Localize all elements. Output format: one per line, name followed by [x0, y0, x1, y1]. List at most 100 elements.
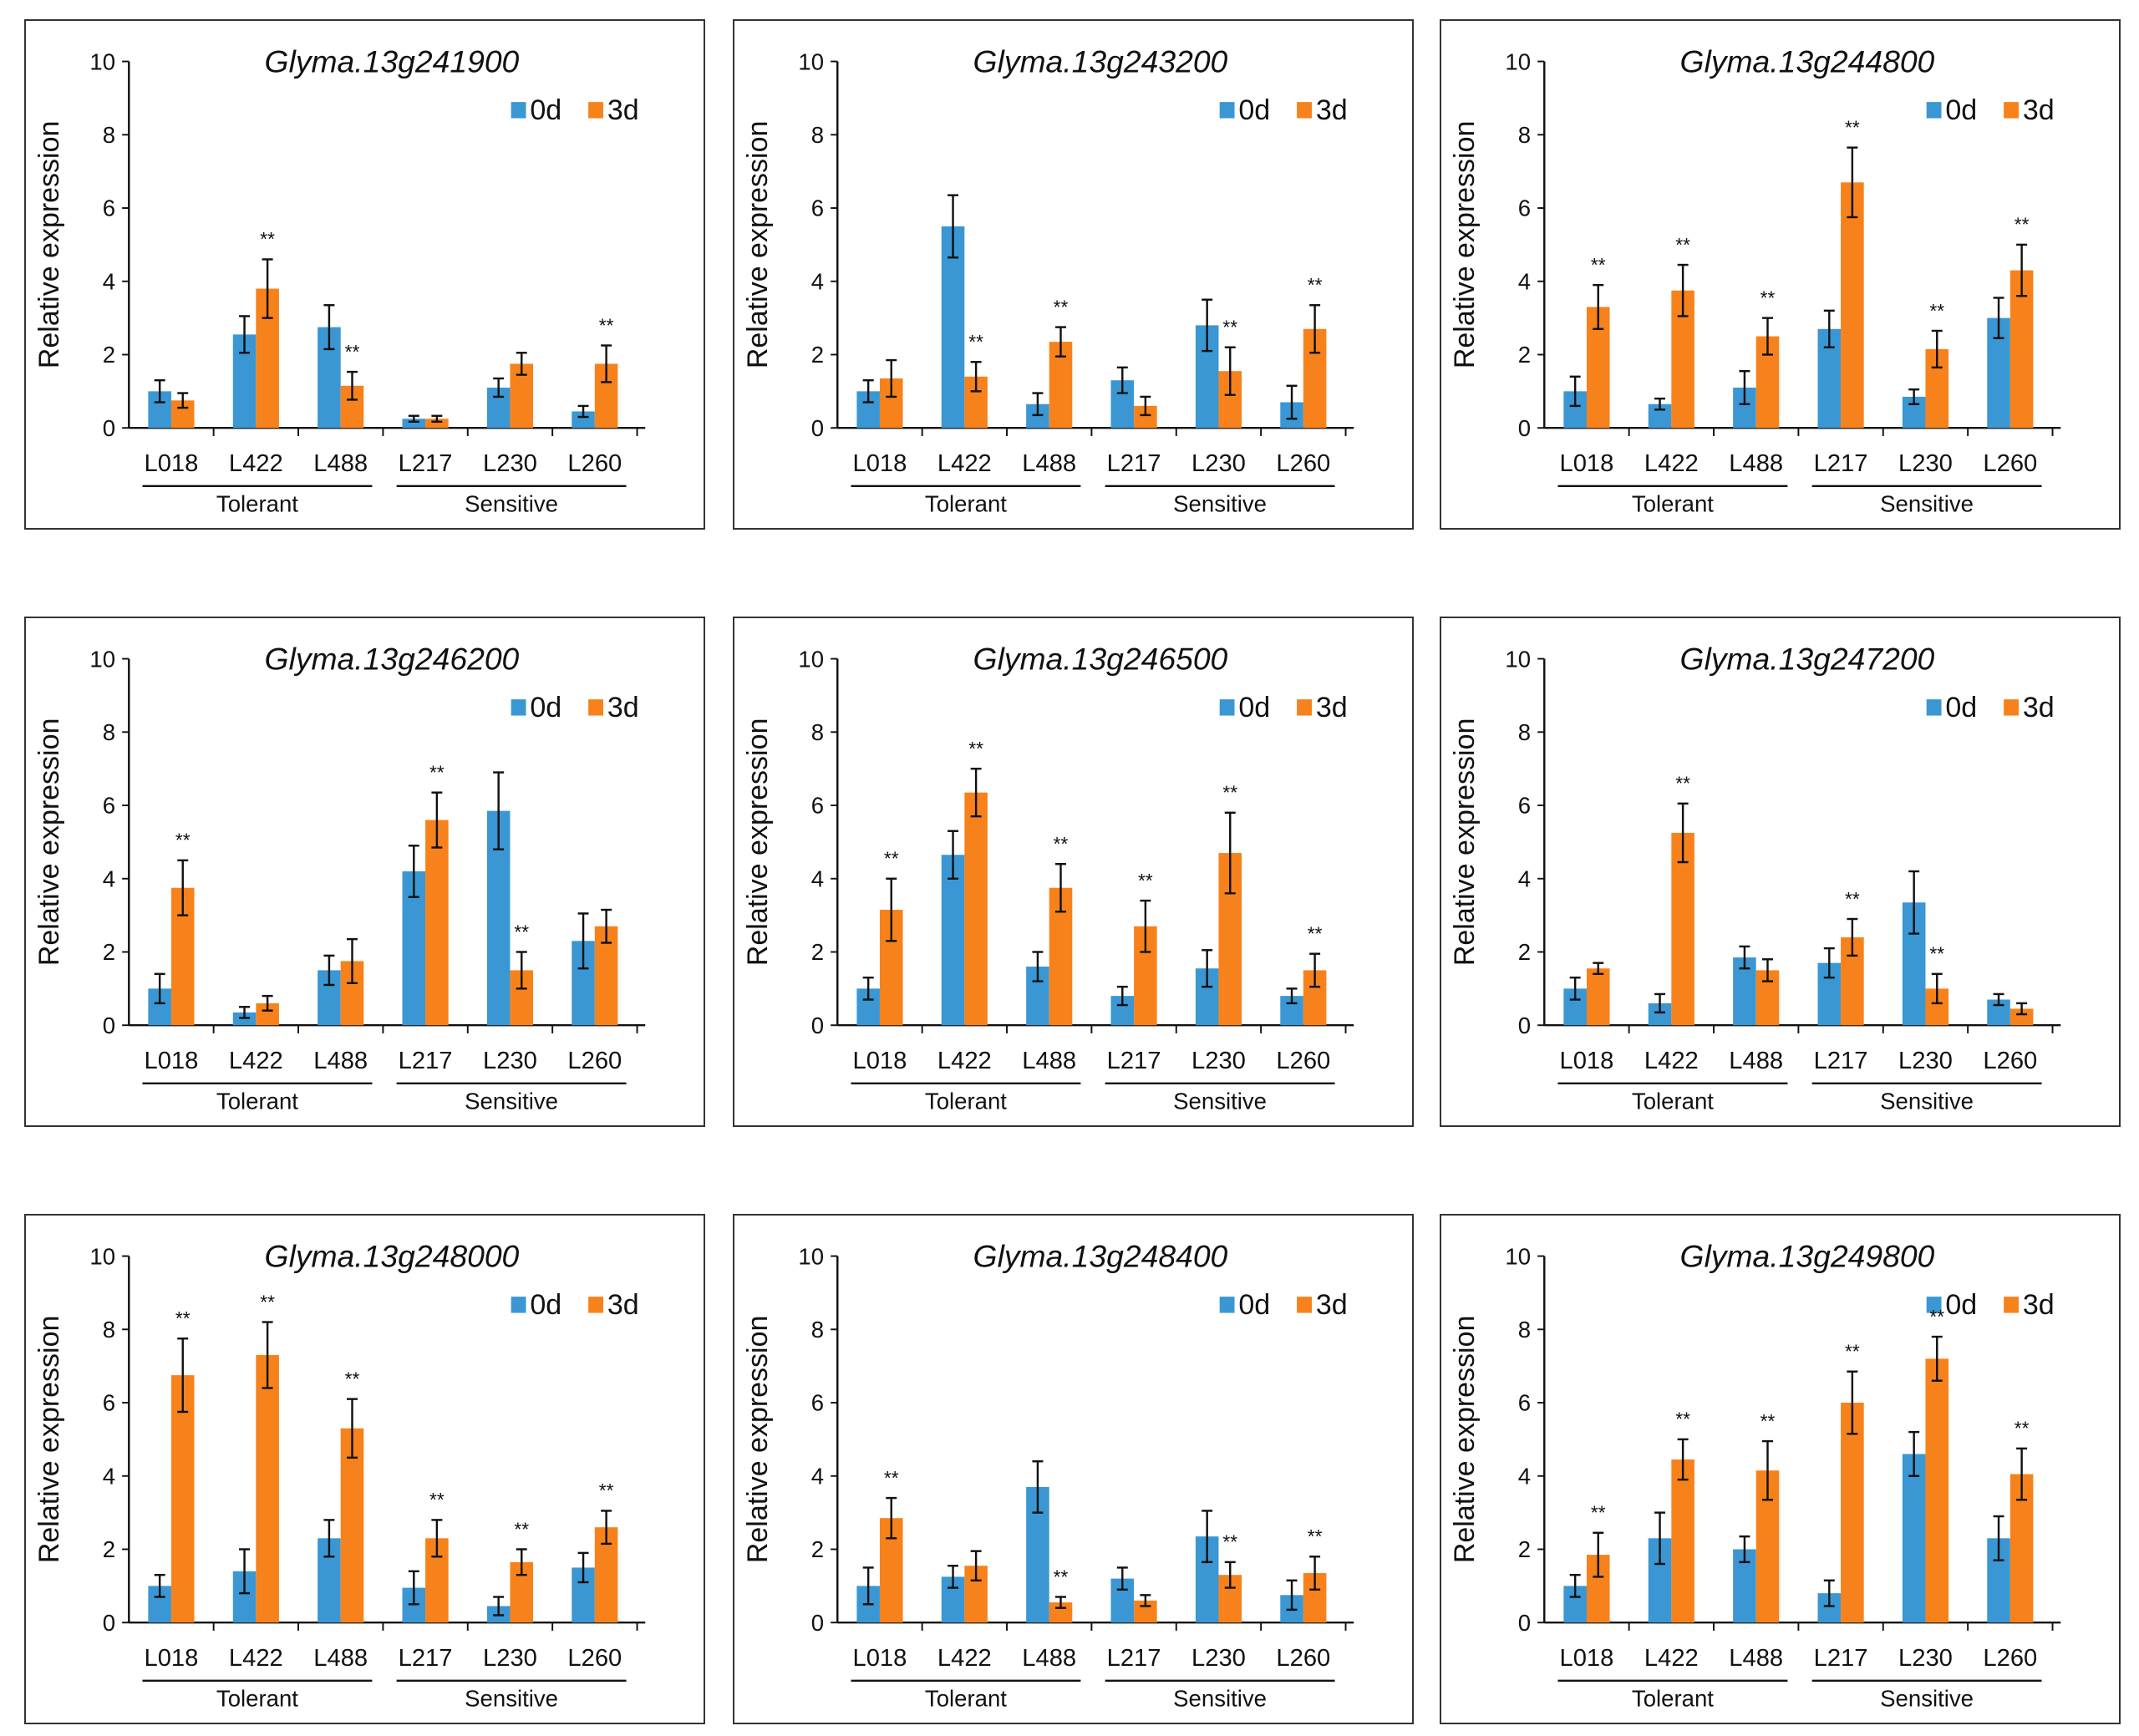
group-label: Tolerant [925, 1686, 1007, 1712]
category-label: L230 [1191, 1048, 1246, 1074]
category-label: L217 [1814, 1645, 1868, 1672]
category-label: L488 [313, 1645, 368, 1672]
y-tick-label: 10 [89, 48, 115, 74]
significance-marker: ** [1675, 234, 1690, 256]
category-label: L018 [852, 450, 907, 477]
bar-0d-L422 [941, 855, 965, 1026]
category-label: L217 [399, 450, 453, 477]
bar-chart: 0 2 4 6 8 10 Relative expression Glyma.13g24650… [742, 642, 1354, 1114]
y-tick-label: 8 [1518, 122, 1531, 148]
y-axis-label: Relative expression [742, 121, 774, 369]
legend-swatch-3d [1297, 699, 1312, 716]
y-tick-label: 0 [811, 1013, 824, 1038]
category-label: L018 [144, 1645, 198, 1672]
legend-label-3d: 3d [1316, 692, 1348, 723]
significance-marker: ** [1054, 833, 1069, 855]
significance-marker: ** [345, 341, 360, 363]
chart-panel: 0 2 4 6 8 10 Relative expression Glyma.13g24800… [24, 1214, 705, 1724]
y-tick-label: 10 [1505, 646, 1531, 672]
y-tick-label: 6 [811, 793, 824, 819]
bar-chart: 0 2 4 6 8 10 Relative expression Glyma.13g24620… [33, 642, 646, 1114]
significance-marker: ** [1308, 1525, 1323, 1547]
significance-marker: ** [1308, 274, 1323, 296]
category-label: L260 [1276, 1048, 1330, 1074]
category-label: L422 [1644, 1645, 1699, 1672]
bar-3d-L217 [1841, 182, 1864, 429]
y-tick-label: 4 [811, 268, 824, 294]
y-tick-label: 10 [798, 1243, 824, 1269]
y-tick-label: 6 [103, 1390, 115, 1416]
y-tick-label: 2 [103, 939, 115, 965]
legend-label-0d: 0d [1238, 1289, 1270, 1321]
significance-marker: ** [429, 1489, 445, 1510]
bar-0d-L422 [941, 226, 965, 429]
legend-swatch-3d [1297, 102, 1312, 119]
bar-chart: 0 2 4 6 8 10 Relative expression Glyma.13g24320… [742, 44, 1354, 517]
group-label: Sensitive [1880, 491, 1974, 517]
significance-marker: ** [1845, 1341, 1860, 1363]
significance-marker: ** [884, 848, 899, 870]
chart-title: Glyma.13g249800 [1680, 1239, 1935, 1274]
y-tick-label: 2 [103, 342, 115, 368]
group-label: Tolerant [1632, 1686, 1714, 1712]
bar-0d-L230 [1902, 1454, 1926, 1623]
y-tick-label: 2 [103, 1536, 115, 1562]
y-axis-label: Relative expression [742, 1316, 774, 1564]
legend-label-3d: 3d [607, 94, 639, 126]
significance-marker: ** [1222, 782, 1237, 804]
category-label: L018 [144, 1048, 198, 1074]
y-tick-label: 6 [103, 195, 115, 221]
significance-marker: ** [2015, 214, 2030, 236]
bar-chart: 0 2 4 6 8 10 Relative expression Glyma.13g24980… [1449, 1239, 2061, 1712]
legend-label-0d: 0d [530, 1289, 561, 1321]
category-label: L230 [483, 1645, 537, 1672]
y-tick-label: 8 [811, 1317, 824, 1343]
significance-marker: ** [968, 738, 983, 759]
category-label: L018 [1559, 450, 1613, 477]
y-tick-label: 0 [103, 1013, 115, 1038]
legend-label-0d: 0d [1945, 1289, 1977, 1321]
category-label: L217 [1107, 1048, 1161, 1074]
y-tick-label: 2 [1518, 1536, 1531, 1562]
legend-label-0d: 0d [1238, 692, 1270, 723]
significance-marker: ** [884, 1467, 899, 1489]
legend-swatch-3d [2004, 699, 2019, 716]
bar-3d-L018 [1586, 968, 1610, 1026]
y-tick-label: 8 [103, 719, 115, 745]
category-label: L488 [1729, 450, 1783, 477]
category-label: L422 [1644, 450, 1699, 477]
significance-marker: ** [1929, 300, 1944, 322]
group-label: Sensitive [1880, 1089, 1974, 1114]
y-tick-label: 4 [1518, 1463, 1531, 1489]
y-tick-label: 8 [1518, 1317, 1531, 1343]
bar-3d-L217 [425, 419, 449, 429]
significance-marker: ** [429, 762, 445, 784]
significance-marker: ** [260, 1291, 275, 1312]
significance-marker: ** [1845, 116, 1860, 138]
legend-swatch-3d [2004, 1297, 2019, 1313]
y-tick-label: 4 [1518, 268, 1531, 294]
category-label: L217 [1107, 450, 1161, 477]
chart-panel: 0 2 4 6 8 10 Relative expression Glyma.13g24980… [1440, 1214, 2121, 1724]
category-label: L217 [399, 1048, 453, 1074]
chart-panel: 0 2 4 6 8 10 Relative expression Glyma.13g24840… [733, 1214, 1414, 1724]
significance-marker: ** [175, 830, 191, 851]
category-label: L422 [937, 1048, 992, 1074]
significance-marker: ** [1929, 1306, 1944, 1327]
bar-3d-L230 [1925, 1358, 1949, 1623]
group-label: Tolerant [216, 1686, 298, 1712]
category-label: L488 [1022, 450, 1076, 477]
bar-3d-L422 [964, 792, 988, 1026]
significance-marker: ** [175, 1307, 191, 1329]
group-label: Sensitive [1173, 491, 1267, 517]
category-label: L018 [1559, 1645, 1613, 1672]
bar-chart: 0 2 4 6 8 10 Relative expression Glyma.13g24840… [742, 1239, 1354, 1712]
y-tick-label: 4 [1518, 865, 1531, 891]
y-axis-label: Relative expression [33, 121, 65, 369]
bar-0d-L217 [402, 419, 426, 429]
legend-swatch-3d [1297, 1297, 1312, 1313]
legend-swatch-0d [1926, 102, 1942, 119]
legend-swatch-0d [1926, 699, 1942, 716]
legend-label-3d: 3d [2023, 94, 2055, 126]
chart-title: Glyma.13g247200 [1680, 642, 1935, 677]
